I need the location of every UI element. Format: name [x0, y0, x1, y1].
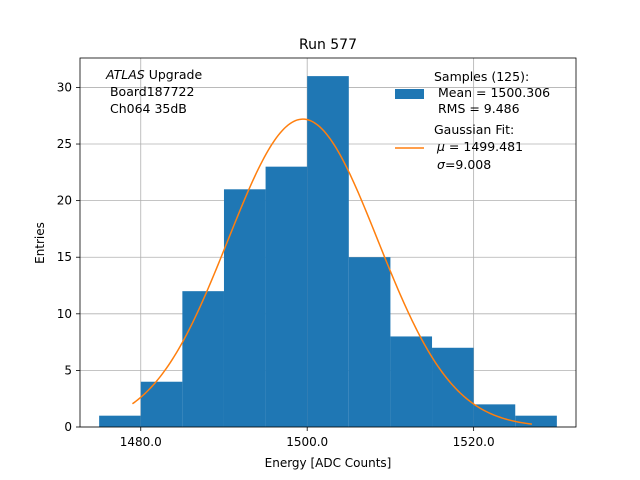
legend-samples-line-1: Samples (125):	[434, 69, 529, 84]
legend-fit-mu: μ = 1499.481	[436, 139, 523, 154]
y-axis-ticks: 0 5 10 15 20 25 30	[57, 80, 80, 434]
x-tick-label: 1500.0	[286, 435, 328, 449]
annotation-upgrade: Upgrade	[145, 67, 203, 82]
histogram-bar	[223, 189, 266, 427]
legend-sigma-value: =9.008	[445, 157, 491, 172]
legend-sigma-symbol: σ	[437, 157, 446, 172]
annotation-line-3: Ch064 35dB	[106, 101, 187, 116]
annotation-box: ATLAS Upgrade Board187722 Ch064 35dB	[105, 67, 202, 116]
x-axis-label: Energy [ADC Counts]	[265, 456, 392, 470]
y-axis-label: Entries	[33, 222, 47, 264]
histogram-bar	[99, 415, 141, 427]
legend-samples-line-3: RMS = 9.486	[434, 101, 520, 116]
histogram-bar	[515, 415, 557, 427]
gaussian-fit-curve	[131, 118, 532, 425]
x-tick-label: 1480.0	[120, 435, 162, 449]
histogram-bar	[140, 381, 183, 427]
annotation-atlas: ATLAS	[105, 67, 145, 82]
legend-fit-sigma: σ=9.008	[437, 157, 491, 172]
histogram-bar	[182, 291, 224, 427]
legend-mu-value: = 1499.481	[445, 139, 523, 154]
y-tick-label: 30	[57, 80, 72, 94]
legend-mu-symbol: μ	[436, 139, 445, 154]
y-tick-label: 5	[64, 363, 72, 377]
annotation-line-1: ATLAS Upgrade	[105, 67, 202, 82]
annotation-line-2: Board187722	[106, 84, 194, 99]
legend-samples-swatch	[395, 89, 424, 99]
histogram-bar	[390, 336, 433, 427]
y-tick-label: 15	[57, 250, 72, 264]
histogram-bar	[348, 257, 391, 427]
histogram-bar	[307, 76, 349, 428]
x-tick-label: 1520.0	[453, 435, 495, 449]
legend-fit-line-1: Gaussian Fit:	[434, 122, 514, 137]
legend: Samples (125): Mean = 1500.306 RMS = 9.4…	[395, 69, 550, 172]
y-tick-label: 0	[64, 420, 72, 434]
histogram-bar	[265, 166, 308, 427]
y-tick-label: 25	[57, 137, 72, 151]
chart-title: Run 577	[299, 37, 357, 53]
x-axis-ticks: 1480.0 1500.0 1520.0	[120, 427, 495, 449]
y-tick-label: 20	[57, 194, 72, 208]
plot-frame	[79, 57, 577, 428]
legend-samples-line-2: Mean = 1500.306	[434, 85, 550, 100]
y-tick-label: 10	[57, 307, 72, 321]
histogram-bar	[432, 347, 474, 427]
